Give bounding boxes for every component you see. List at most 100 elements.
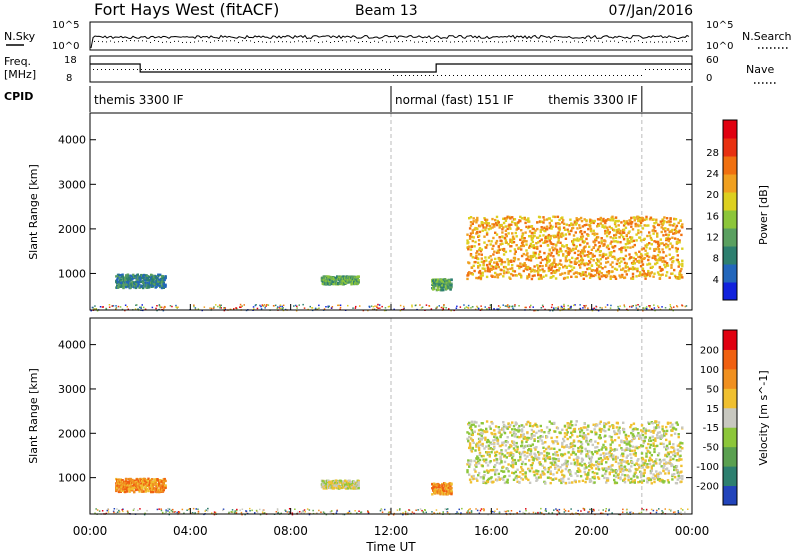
echo-cell [562, 245, 566, 248]
nave-dot [313, 69, 314, 70]
echo-speckle [328, 305, 330, 308]
echo-cell [562, 226, 566, 229]
echo-speckle [448, 308, 450, 310]
echo-speckle [469, 511, 471, 514]
echo-cell [153, 478, 156, 481]
echo-speckle [478, 512, 481, 514]
echo-cell [588, 469, 591, 472]
search-noise-dot [358, 41, 359, 43]
echo-cell [520, 276, 523, 279]
echo-cell [477, 253, 481, 256]
echo-cell [537, 429, 541, 433]
nave-dot [345, 69, 346, 70]
echo-cell [611, 270, 614, 273]
echo-cell [677, 221, 680, 225]
echo-cell [129, 478, 132, 481]
echo-cell [535, 256, 538, 260]
echo-cell [573, 427, 577, 431]
echo-speckle [277, 511, 280, 514]
echo-speckle [637, 308, 639, 310]
search-noise-dot [222, 40, 223, 42]
echo-cell [624, 264, 628, 268]
echo-cell [567, 477, 570, 481]
search-noise-dot [362, 41, 363, 43]
echo-speckle [608, 509, 610, 512]
nave-dot [509, 75, 510, 76]
echo-cell [680, 267, 683, 271]
echo-cell [644, 272, 647, 276]
echo-cell [589, 257, 593, 261]
echo-cell [580, 460, 584, 463]
echo-speckle [160, 306, 163, 309]
echo-cell [449, 288, 452, 291]
echo-cell [466, 437, 469, 441]
echo-cell [544, 468, 547, 471]
echo-cell [468, 473, 471, 476]
echo-speckle [309, 305, 311, 308]
nave-dot [369, 69, 370, 70]
echo-cell [557, 457, 560, 461]
echo-cell [485, 226, 488, 229]
echo-cell [466, 239, 469, 242]
echo-cell [644, 277, 647, 280]
nave-dot [353, 69, 354, 70]
echo-cell [549, 472, 552, 475]
echo-cell [631, 228, 635, 231]
echo-cell [551, 263, 554, 267]
echo-cell [678, 271, 681, 274]
echo-cell [571, 481, 574, 484]
echo-cell [487, 228, 491, 231]
echo-speckle [203, 306, 206, 308]
echo-cell [472, 474, 475, 478]
echo-cell [538, 269, 542, 272]
echo-cell [116, 284, 119, 287]
echo-cell [538, 216, 542, 219]
echo-speckle [327, 305, 329, 308]
echo-cell [565, 433, 568, 436]
echo-cell [469, 460, 473, 463]
echo-cell [485, 263, 489, 267]
echo-cell [482, 264, 485, 267]
echo-speckle [94, 305, 96, 307]
echo-cell [608, 231, 611, 234]
echo-speckle [256, 511, 259, 513]
echo-cell [480, 438, 483, 441]
echo-cell [575, 457, 578, 460]
echo-speckle [122, 510, 124, 513]
nave-dot [373, 69, 374, 70]
echo-cell [552, 243, 555, 246]
echo-cell [530, 245, 534, 248]
echo-cell [498, 236, 501, 239]
echo-cell [506, 481, 509, 484]
echo-cell [620, 250, 623, 254]
nave-dot [661, 69, 662, 70]
echo-cell [597, 260, 601, 263]
search-noise-dot [126, 40, 127, 42]
echo-cell [477, 243, 481, 246]
echo-speckle [645, 508, 648, 511]
echo-cell [132, 486, 135, 489]
echo-cell [648, 272, 651, 276]
echo-cell [124, 284, 127, 287]
echo-speckle [254, 512, 256, 514]
echo-cell [614, 225, 618, 228]
echo-cell [506, 467, 509, 471]
echo-cell [570, 223, 573, 227]
echo-cell [540, 220, 543, 223]
echo-speckle [112, 305, 115, 307]
echo-speckle [314, 308, 317, 310]
echo-speckle [450, 309, 452, 312]
echo-cell [568, 456, 571, 459]
echo-cell [606, 256, 610, 259]
echo-cell [563, 435, 567, 438]
echo-cell [480, 253, 483, 256]
echo-speckle [640, 511, 643, 514]
echo-speckle [156, 309, 158, 312]
echo-cell [671, 236, 674, 239]
echo-speckle [281, 307, 284, 310]
echo-cell [478, 269, 482, 273]
echo-speckle [141, 304, 143, 306]
echo-cell [510, 259, 513, 262]
echo-cell [543, 251, 546, 255]
echo-cell [327, 275, 331, 278]
